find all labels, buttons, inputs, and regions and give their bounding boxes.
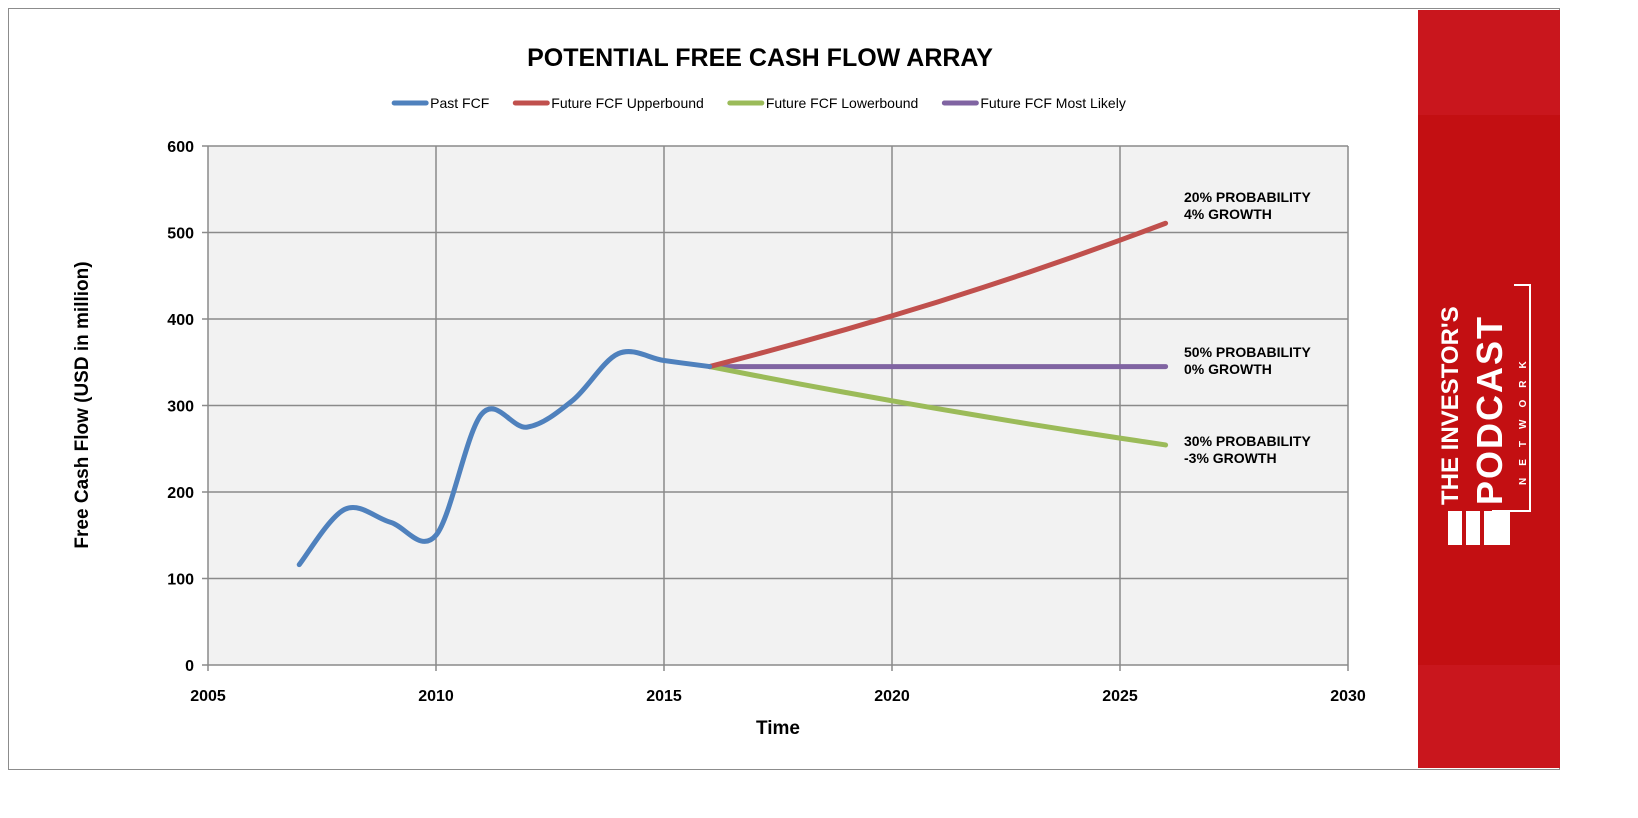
x-tick-label: 2015	[646, 688, 682, 705]
y-tick-label: 600	[167, 139, 194, 156]
series-line-future-fcf-upperbound	[707, 220, 1169, 370]
brand-side-panel	[1418, 10, 1560, 768]
svg-text:PODCAST: PODCAST	[1469, 315, 1510, 505]
y-tick-label: 400	[167, 312, 194, 329]
y-tick-label: 300	[167, 399, 194, 416]
x-tick-label: 2005	[190, 688, 226, 705]
probability-annotation: 50% PROBABILITY	[1184, 344, 1311, 360]
legend-label: Past FCF	[430, 95, 489, 111]
series-line-future-fcf-lowerbound	[707, 364, 1169, 448]
svg-text:NETWORK: NETWORK	[1518, 349, 1529, 485]
probability-annotation: 20% PROBABILITY	[1184, 189, 1311, 205]
y-tick-label: 500	[167, 226, 194, 243]
probability-annotation: -3% GROWTH	[1184, 450, 1277, 466]
x-axis-label: Time	[756, 718, 800, 739]
probability-annotation: 0% GROWTH	[1184, 361, 1272, 377]
legend-label: Future FCF Upperbound	[551, 95, 704, 111]
x-tick-label: 2025	[1102, 688, 1138, 705]
y-axis-label: Free Cash Flow (USD in million)	[72, 261, 93, 548]
x-tick-label: 2020	[874, 688, 910, 705]
legend-label: Future FCF Most Likely	[980, 95, 1125, 111]
probability-annotation: 4% GROWTH	[1184, 206, 1272, 222]
investors-podcast-logo: THE INVESTOR'S PODCAST NETWORK	[1437, 284, 1531, 545]
svg-text:THE INVESTOR'S: THE INVESTOR'S	[1437, 306, 1464, 505]
x-tick-label: 2010	[418, 688, 454, 705]
fcf-chart: POTENTIAL FREE CASH FLOW ARRAY Past FCF F…	[72, 44, 1366, 739]
y-tick-label: 200	[167, 485, 194, 502]
probability-annotation: 30% PROBABILITY	[1184, 433, 1311, 449]
legend: Past FCF Future FCF Upperbound Future FCF …	[391, 95, 1126, 111]
chart-title: POTENTIAL FREE CASH FLOW ARRAY	[527, 44, 993, 72]
series-line-past-fcf	[296, 349, 713, 568]
y-tick-label: 0	[185, 658, 194, 675]
legend-label: Future FCF Lowerbound	[766, 95, 919, 111]
x-tick-label: 2030	[1330, 688, 1366, 705]
y-tick-label: 100	[167, 572, 194, 589]
